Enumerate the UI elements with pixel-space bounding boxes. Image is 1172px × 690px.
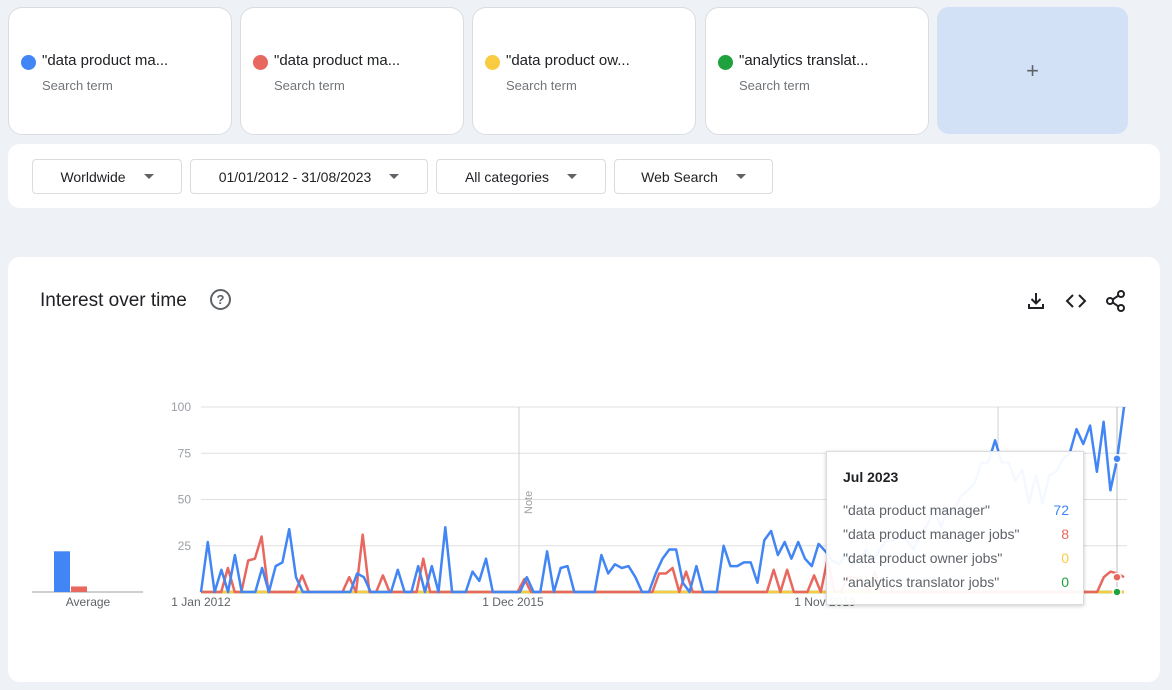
tooltip-value: 0 (1061, 550, 1069, 566)
average-bar (71, 586, 87, 592)
term-color-dot (485, 55, 500, 70)
hover-point (1112, 454, 1122, 464)
chart-tooltip: Jul 2023 "data product manager" 72 "data… (826, 451, 1084, 605)
date-range-dropdown[interactable]: 01/01/2012 - 31/08/2023 (190, 159, 428, 194)
caret-down-icon (567, 174, 578, 179)
y-tick-label: 25 (178, 539, 192, 553)
tooltip-row: "analytics translator jobs" 0 (843, 574, 1069, 592)
search-term-card-4[interactable]: "analytics translat... Search term (705, 7, 929, 135)
tooltip-value: 72 (1053, 502, 1069, 518)
average-label: Average (66, 595, 111, 609)
average-bar (54, 551, 70, 592)
search-term-card-1[interactable]: "data product ma... Search term (8, 7, 232, 135)
share-icon[interactable] (1104, 289, 1128, 313)
x-tick-label: 1 Dec 2015 (482, 595, 544, 609)
date-range-label: 01/01/2012 - 31/08/2023 (218, 168, 372, 185)
search-terms-bar: "data product ma... Search term "data pr… (0, 0, 1172, 140)
y-tick-label: 50 (178, 493, 192, 507)
caret-down-icon (735, 174, 746, 179)
hover-point (1112, 587, 1122, 597)
term-subtitle: Search term (506, 78, 577, 93)
tooltip-value: 8 (1061, 526, 1069, 542)
caret-down-icon (389, 174, 400, 179)
embed-code-icon[interactable] (1064, 289, 1088, 313)
note-label: Note (523, 491, 535, 514)
term-name: "data product ma... (274, 52, 401, 69)
panel-title: Interest over time (40, 290, 187, 311)
y-tick-label: 100 (171, 400, 191, 414)
caret-down-icon (143, 174, 154, 179)
region-label: Worldwide (60, 168, 126, 185)
tooltip-value: 0 (1061, 574, 1069, 590)
add-comparison-button[interactable]: + (937, 7, 1128, 134)
region-dropdown[interactable]: Worldwide (32, 159, 182, 194)
search-type-dropdown[interactable]: Web Search (614, 159, 773, 194)
tooltip-label: "data product manager jobs" (843, 526, 1020, 542)
tooltip-row: "data product owner jobs" 0 (843, 550, 1069, 568)
search-term-card-3[interactable]: "data product ow... Search term (472, 7, 696, 135)
tooltip-title: Jul 2023 (843, 469, 899, 485)
tooltip-label: "data product manager" (843, 502, 990, 518)
category-dropdown[interactable]: All categories (436, 159, 606, 194)
help-circle-icon[interactable]: ? (210, 289, 231, 310)
y-tick-label: 75 (178, 446, 192, 460)
term-color-dot (718, 55, 733, 70)
x-tick-label: 1 Jan 2012 (171, 595, 231, 609)
term-color-dot (21, 55, 36, 70)
term-subtitle: Search term (739, 78, 810, 93)
tooltip-row: "data product manager" 72 (843, 502, 1069, 520)
term-color-dot (253, 55, 268, 70)
search-term-card-2[interactable]: "data product ma... Search term (240, 7, 464, 135)
tooltip-row: "data product manager jobs" 8 (843, 526, 1069, 544)
term-name: "data product ma... (42, 52, 169, 69)
plus-icon: + (1026, 57, 1039, 83)
term-name: "data product ow... (506, 52, 630, 69)
term-subtitle: Search term (42, 78, 113, 93)
category-label: All categories (464, 168, 550, 185)
filters-bar: Worldwide 01/01/2012 - 31/08/2023 All ca… (8, 144, 1160, 208)
term-subtitle: Search term (274, 78, 345, 93)
tooltip-label: "data product owner jobs" (843, 550, 1003, 566)
search-type-label: Web Search (641, 168, 718, 185)
tooltip-label: "analytics translator jobs" (843, 574, 1000, 590)
download-icon[interactable] (1024, 289, 1048, 313)
hover-point (1112, 572, 1122, 582)
term-name: "analytics translat... (739, 52, 869, 69)
